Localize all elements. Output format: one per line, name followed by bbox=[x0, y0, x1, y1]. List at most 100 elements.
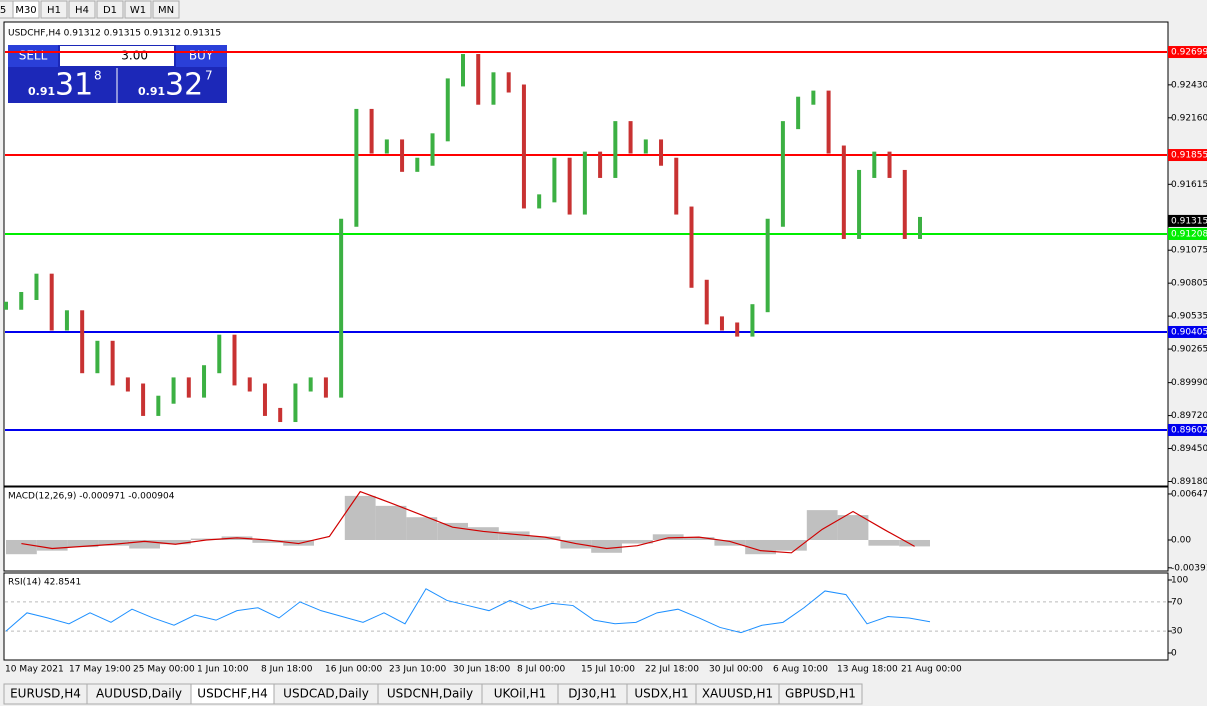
tab-label[interactable]: XAUUSD,H1 bbox=[702, 687, 773, 701]
x-tick-label: 30 Jul 00:00 bbox=[709, 665, 763, 675]
price-bar bbox=[704, 279, 709, 325]
price-bar bbox=[780, 121, 785, 227]
macd-bar bbox=[252, 539, 284, 543]
timeframe-label[interactable]: H1 bbox=[47, 5, 61, 16]
current-price-bg bbox=[1168, 214, 1207, 227]
macd-bar bbox=[437, 522, 468, 540]
macd-bar bbox=[714, 539, 746, 546]
price-bar bbox=[202, 365, 207, 398]
price-bar bbox=[689, 206, 694, 288]
macd-bar bbox=[283, 539, 314, 546]
tab-label[interactable]: USDX,H1 bbox=[634, 687, 688, 701]
tab-label[interactable]: EURUSD,H4 bbox=[10, 687, 81, 701]
price-bar bbox=[384, 139, 389, 154]
price-bar bbox=[598, 151, 603, 178]
price-bar bbox=[171, 377, 176, 404]
y-tick-label: 0.00647 bbox=[1171, 489, 1207, 499]
price-bar bbox=[674, 157, 679, 215]
timeframe-label[interactable]: W1 bbox=[130, 5, 146, 16]
tab-label[interactable]: USDCAD,Daily bbox=[283, 687, 369, 701]
volume-box[interactable] bbox=[60, 46, 174, 66]
timeframe-label[interactable]: MN bbox=[158, 5, 174, 16]
price-bar bbox=[765, 218, 770, 313]
volume[interactable]: 3.00 bbox=[121, 49, 148, 63]
price-bar bbox=[278, 407, 283, 423]
price-bar bbox=[643, 139, 648, 154]
macd-bar bbox=[868, 539, 900, 546]
timeframe-label[interactable]: M30 bbox=[15, 5, 36, 16]
timeframe-button[interactable] bbox=[68, 0, 96, 19]
symbol-header: USDCHF,H4 0.91312 0.91315 0.91312 0.9131… bbox=[8, 29, 221, 39]
macd-bar bbox=[375, 505, 407, 540]
price-bar bbox=[430, 133, 435, 166]
macd-bar bbox=[98, 539, 130, 546]
macd-bar bbox=[160, 539, 191, 545]
tab-label[interactable]: GBPUSD,H1 bbox=[785, 687, 856, 701]
buy-big: 32 bbox=[165, 68, 203, 103]
price-bar bbox=[613, 121, 618, 178]
price-bar bbox=[750, 304, 755, 337]
price-bar bbox=[293, 383, 298, 423]
price-bar bbox=[918, 216, 922, 239]
trade-panel: SELL BUY 3.00 0.91 31 8 0.91 32 7 bbox=[8, 45, 227, 103]
tab-label[interactable]: AUDUSD,Daily bbox=[96, 687, 182, 701]
y-tick-label: 0 bbox=[1171, 648, 1177, 658]
price-bar bbox=[567, 157, 572, 215]
buy-label[interactable]: BUY bbox=[189, 49, 214, 63]
timeframe-button[interactable] bbox=[40, 0, 68, 19]
macd-bar bbox=[837, 515, 869, 540]
timeframe-label[interactable]: H4 bbox=[75, 5, 89, 16]
timeframe-button[interactable] bbox=[12, 0, 40, 19]
x-tick-label: 17 May 19:00 bbox=[69, 665, 131, 675]
macd-bar bbox=[344, 495, 376, 540]
buy-button[interactable] bbox=[176, 45, 227, 67]
price-bar bbox=[323, 377, 328, 398]
timeframe-button[interactable] bbox=[124, 0, 152, 19]
price-bar bbox=[4, 301, 8, 310]
price-bar bbox=[491, 72, 496, 105]
timeframe-label[interactable]: D1 bbox=[103, 5, 117, 16]
price-bar bbox=[902, 169, 907, 239]
price-bar bbox=[339, 218, 344, 398]
x-tick-label: 10 May 2021 bbox=[5, 665, 64, 675]
sell-prefix: 0.91 bbox=[28, 85, 55, 98]
level-label-bg bbox=[1168, 325, 1207, 338]
price-bar bbox=[887, 151, 892, 178]
macd-bar bbox=[529, 536, 561, 540]
timeframe-button[interactable] bbox=[152, 0, 180, 19]
price-bar bbox=[141, 383, 146, 416]
price-bar bbox=[232, 334, 237, 386]
current-price: 0.91315 bbox=[1171, 216, 1207, 226]
sell-small: 8 bbox=[94, 69, 102, 83]
sell-button[interactable] bbox=[8, 45, 58, 67]
price-bar bbox=[247, 377, 252, 392]
x-tick-label: 6 Aug 10:00 bbox=[773, 665, 828, 675]
level-label-bg bbox=[1168, 423, 1207, 436]
level-label: 0.91208 bbox=[1171, 229, 1207, 239]
buy-small: 7 bbox=[205, 69, 213, 83]
macd-bar bbox=[899, 539, 930, 547]
sell-label[interactable]: SELL bbox=[19, 49, 48, 63]
tab-label[interactable]: USDCHF,H4 bbox=[197, 687, 267, 701]
price-bar bbox=[857, 169, 862, 239]
macd-bar bbox=[806, 510, 838, 540]
tab-label[interactable]: DJ30,H1 bbox=[568, 687, 617, 701]
tab-label[interactable]: USDCNH,Daily bbox=[387, 687, 473, 701]
price-bar bbox=[186, 377, 191, 398]
y-tick-label: 70 bbox=[1171, 597, 1183, 607]
y-tick-label: 0.92160 bbox=[1171, 113, 1207, 123]
tab[interactable] bbox=[778, 683, 863, 705]
price-bar bbox=[262, 383, 267, 416]
level-label: 0.90405 bbox=[1171, 327, 1207, 337]
macd-bar bbox=[190, 538, 222, 540]
x-tick-label: 1 Jun 10:00 bbox=[197, 665, 249, 675]
price-bar bbox=[659, 139, 664, 166]
timeframe-label[interactable]: 5 bbox=[0, 5, 6, 16]
tab-label[interactable]: UKOil,H1 bbox=[494, 687, 547, 701]
y-tick-label: 0.90535 bbox=[1171, 312, 1207, 322]
macd-bar bbox=[683, 537, 715, 540]
level-label-bg bbox=[1168, 227, 1207, 240]
timeframe-button[interactable] bbox=[96, 0, 124, 19]
